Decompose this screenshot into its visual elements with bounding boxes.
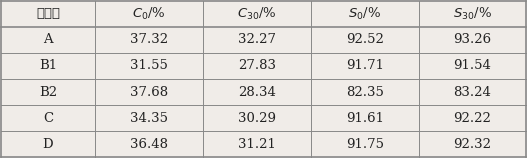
Text: 30.29: 30.29 [238, 112, 276, 125]
Text: $S_0$/%: $S_0$/% [348, 6, 381, 22]
Text: 91.61: 91.61 [346, 112, 384, 125]
Text: 91.54: 91.54 [454, 59, 491, 73]
Text: A: A [43, 33, 53, 46]
Text: 93.26: 93.26 [453, 33, 492, 46]
Text: 37.68: 37.68 [130, 85, 168, 99]
Text: 92.22: 92.22 [454, 112, 491, 125]
Text: 催化剂: 催化剂 [36, 7, 60, 20]
Text: B1: B1 [39, 59, 57, 73]
Text: 32.27: 32.27 [238, 33, 276, 46]
Text: 92.32: 92.32 [453, 138, 492, 151]
Text: 91.71: 91.71 [346, 59, 384, 73]
Text: 31.55: 31.55 [130, 59, 168, 73]
Text: 31.21: 31.21 [238, 138, 276, 151]
Text: 37.32: 37.32 [130, 33, 168, 46]
Text: 36.48: 36.48 [130, 138, 168, 151]
Text: $C_{30}$/%: $C_{30}$/% [237, 6, 277, 22]
Text: 27.83: 27.83 [238, 59, 276, 73]
Text: C: C [43, 112, 53, 125]
Text: 34.35: 34.35 [130, 112, 168, 125]
Text: $S_{30}$/%: $S_{30}$/% [453, 6, 492, 22]
Text: $C_0$/%: $C_0$/% [132, 6, 166, 22]
Text: 28.34: 28.34 [238, 85, 276, 99]
Text: 82.35: 82.35 [346, 85, 384, 99]
Text: B2: B2 [39, 85, 57, 99]
Text: 83.24: 83.24 [454, 85, 491, 99]
Text: D: D [43, 138, 53, 151]
Text: 91.75: 91.75 [346, 138, 384, 151]
Text: 92.52: 92.52 [346, 33, 384, 46]
